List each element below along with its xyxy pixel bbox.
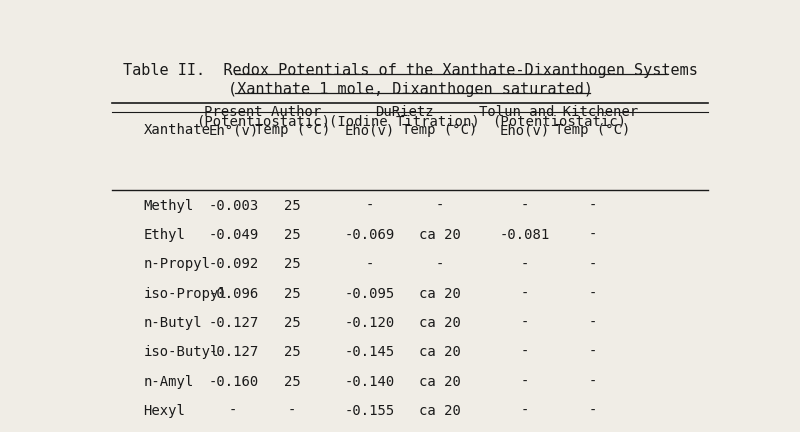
- Text: n-Butyl: n-Butyl: [143, 316, 202, 330]
- Text: Eho(v): Eho(v): [499, 123, 550, 137]
- Text: DuRietz: DuRietz: [375, 105, 434, 119]
- Text: -0.003: -0.003: [208, 199, 258, 213]
- Text: -0.145: -0.145: [345, 345, 395, 359]
- Text: Present Author: Present Author: [204, 105, 322, 119]
- Text: 25: 25: [284, 345, 301, 359]
- Text: -: -: [435, 199, 444, 213]
- Text: -0.120: -0.120: [345, 316, 395, 330]
- Text: Eh°(v): Eh°(v): [208, 123, 258, 137]
- Text: ca 20: ca 20: [419, 375, 461, 388]
- Text: ca 20: ca 20: [419, 287, 461, 301]
- Text: -0.096: -0.096: [208, 287, 258, 301]
- Text: Xanthate: Xanthate: [143, 123, 210, 137]
- Text: ca 20: ca 20: [419, 228, 461, 242]
- Text: -: -: [589, 345, 597, 359]
- Text: 25: 25: [284, 199, 301, 213]
- Text: -: -: [589, 199, 597, 213]
- Text: Eho(v): Eho(v): [345, 123, 395, 137]
- Text: 25: 25: [284, 257, 301, 271]
- Text: -: -: [589, 228, 597, 242]
- Text: (Iodine Titration): (Iodine Titration): [330, 114, 480, 128]
- Text: -0.049: -0.049: [208, 228, 258, 242]
- Text: Hexyl: Hexyl: [143, 404, 186, 418]
- Text: (Xanthate 1 mole, Dixanthogen saturated): (Xanthate 1 mole, Dixanthogen saturated): [227, 83, 593, 98]
- Text: -: -: [229, 404, 238, 418]
- Text: 25: 25: [284, 316, 301, 330]
- Text: -0.127: -0.127: [208, 316, 258, 330]
- Text: -: -: [589, 287, 597, 301]
- Text: -: -: [521, 345, 529, 359]
- Text: -0.160: -0.160: [208, 375, 258, 388]
- Text: -: -: [589, 257, 597, 271]
- Text: 25: 25: [284, 228, 301, 242]
- Text: ca 20: ca 20: [419, 316, 461, 330]
- Text: iso-Propyl: iso-Propyl: [143, 287, 227, 301]
- Text: Ethyl: Ethyl: [143, 228, 186, 242]
- Text: Temp (°C): Temp (°C): [402, 123, 478, 137]
- Text: -: -: [521, 287, 529, 301]
- Text: Methyl: Methyl: [143, 199, 194, 213]
- Text: Temp (°C): Temp (°C): [555, 123, 630, 137]
- Text: -: -: [521, 199, 529, 213]
- Text: -: -: [366, 257, 374, 271]
- Text: -: -: [521, 404, 529, 418]
- Text: n-Amyl: n-Amyl: [143, 375, 194, 388]
- Text: 25: 25: [284, 287, 301, 301]
- Text: -: -: [589, 404, 597, 418]
- Text: -0.081: -0.081: [499, 228, 550, 242]
- Text: (Potentiostatic): (Potentiostatic): [196, 114, 330, 128]
- Text: -: -: [435, 257, 444, 271]
- Text: -0.095: -0.095: [345, 287, 395, 301]
- Text: n-Propyl: n-Propyl: [143, 257, 210, 271]
- Text: -: -: [589, 316, 597, 330]
- Text: -: -: [521, 316, 529, 330]
- Text: -0.155: -0.155: [345, 404, 395, 418]
- Text: Table II.  Redox Potentials of the Xanthate-Dixanthogen Systems: Table II. Redox Potentials of the Xantha…: [122, 64, 698, 79]
- Text: -0.140: -0.140: [345, 375, 395, 388]
- Text: -: -: [589, 375, 597, 388]
- Text: 25: 25: [284, 375, 301, 388]
- Text: -: -: [521, 375, 529, 388]
- Text: ca 20: ca 20: [419, 404, 461, 418]
- Text: -: -: [521, 257, 529, 271]
- Text: -: -: [288, 404, 296, 418]
- Text: ca 20: ca 20: [419, 345, 461, 359]
- Text: iso-Butyl: iso-Butyl: [143, 345, 218, 359]
- Text: -: -: [366, 199, 374, 213]
- Text: -0.127: -0.127: [208, 345, 258, 359]
- Text: (Potentiostatic): (Potentiostatic): [492, 114, 626, 128]
- Text: -0.069: -0.069: [345, 228, 395, 242]
- Text: -0.092: -0.092: [208, 257, 258, 271]
- Text: Tolun and Kitchener: Tolun and Kitchener: [479, 105, 638, 119]
- Text: Temp (°C): Temp (°C): [254, 123, 330, 137]
